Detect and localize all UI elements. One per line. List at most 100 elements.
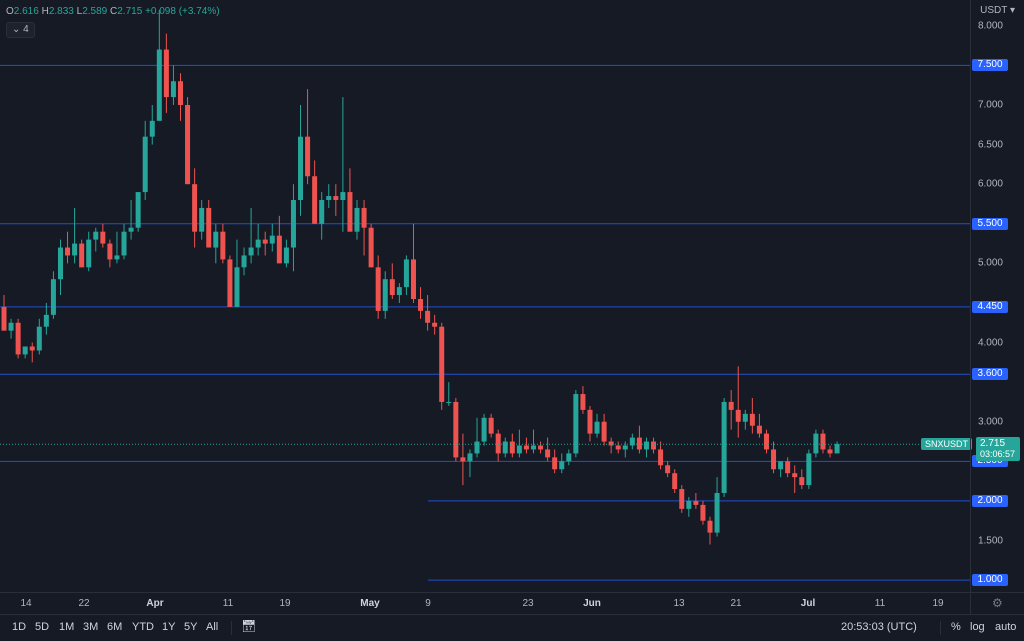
- range-1m[interactable]: 1M: [59, 621, 75, 633]
- candle-body: [495, 433, 501, 454]
- candle: [269, 223, 275, 252]
- candle: [622, 441, 628, 458]
- symbol-tag: SNXUSDT: [921, 438, 973, 451]
- candle-body: [813, 433, 819, 454]
- candle-body: [121, 231, 127, 256]
- price-axis[interactable]: USDT ▾ 8.000 7.000 6.500 6.000 5.000 4.000 3.0…: [970, 0, 1024, 592]
- level-price-badge[interactable]: 4.450: [972, 300, 1008, 313]
- candle-body: [410, 259, 416, 299]
- gear-icon[interactable]: ⚙: [992, 596, 1003, 610]
- candle: [29, 342, 35, 363]
- candle-body: [206, 207, 212, 248]
- price-tick-label: 1.500: [977, 535, 1003, 547]
- calendar-icon[interactable]: 📅︎: [241, 619, 257, 633]
- candle-body: [50, 279, 56, 315]
- time-axis[interactable]: 14 22 Apr 11 19 May 9 23 Jun 13 21 Jul 11 19: [0, 592, 970, 615]
- candle-body: [658, 449, 664, 466]
- candle: [248, 207, 254, 264]
- candle: [629, 433, 635, 450]
- candle: [149, 104, 155, 145]
- candle: [114, 231, 120, 264]
- candle: [495, 429, 501, 462]
- candle-body: [8, 322, 14, 331]
- candle: [735, 366, 741, 438]
- currency-selector[interactable]: USDT ▾: [980, 5, 1015, 16]
- indicators-toggle-button[interactable]: ⌄ 4: [6, 22, 35, 38]
- candle: [559, 453, 565, 474]
- candle: [827, 445, 833, 458]
- candle: [255, 223, 261, 256]
- log-toggle[interactable]: log: [970, 621, 985, 633]
- candle-body: [453, 401, 459, 458]
- candle: [163, 33, 169, 113]
- candle: [305, 89, 311, 185]
- candle-body: [735, 409, 741, 422]
- range-6m[interactable]: 6M: [107, 621, 123, 633]
- level-price-badge[interactable]: 2.000: [972, 494, 1008, 507]
- candle-body: [22, 346, 28, 355]
- candle-body: [15, 322, 21, 355]
- candle-body: [72, 243, 78, 256]
- candle: [516, 429, 522, 458]
- range-all[interactable]: All: [206, 621, 219, 633]
- candle-body: [361, 207, 367, 228]
- range-5d[interactable]: 5D: [35, 621, 50, 633]
- candle: [375, 255, 381, 319]
- candle-body: [636, 437, 642, 450]
- candle: [361, 200, 367, 256]
- level-price-badge[interactable]: 1.000: [972, 574, 1008, 587]
- candle: [86, 231, 92, 272]
- candle-body: [651, 441, 657, 450]
- candle-body: [269, 235, 275, 244]
- candle-body: [213, 231, 219, 248]
- candle-body: [340, 192, 346, 201]
- candle-body: [319, 200, 325, 224]
- price-tick-label: 7.000: [977, 99, 1003, 111]
- candle-body: [785, 461, 791, 474]
- candle-body: [721, 401, 727, 494]
- candle-body: [65, 247, 71, 256]
- price-tick-label: 8.000: [977, 20, 1003, 32]
- candle-body: [523, 445, 529, 450]
- level-price-badge[interactable]: 5.500: [972, 217, 1008, 230]
- time-tick-label: Jul: [800, 598, 816, 609]
- candle: [36, 318, 42, 355]
- candle: [813, 429, 819, 458]
- range-1y[interactable]: 1Y: [162, 621, 176, 633]
- candle-body: [608, 441, 614, 446]
- candle-body: [149, 120, 155, 137]
- range-ytd[interactable]: YTD: [132, 621, 154, 633]
- candle: [721, 397, 727, 497]
- candle: [778, 461, 784, 478]
- candle: [756, 413, 762, 438]
- candle-body: [742, 413, 748, 422]
- candle: [502, 437, 508, 458]
- range-3m[interactable]: 3M: [83, 621, 99, 633]
- range-1d[interactable]: 1D: [12, 621, 27, 633]
- indicator-count: 4: [23, 24, 29, 35]
- candle: [8, 318, 14, 339]
- level-price-badge[interactable]: 3.600: [972, 368, 1008, 381]
- time-tick-label: May: [360, 598, 380, 609]
- candle-body: [566, 453, 572, 462]
- level-price-badge[interactable]: 7.500: [972, 59, 1008, 72]
- candle: [368, 223, 374, 268]
- candle: [488, 413, 494, 438]
- percent-toggle[interactable]: %: [951, 621, 961, 633]
- range-5y[interactable]: 5Y: [184, 621, 198, 633]
- auto-toggle[interactable]: auto: [995, 621, 1017, 633]
- candle: [319, 192, 325, 240]
- candle-body: [552, 457, 558, 470]
- candle-body: [156, 49, 162, 121]
- utc-clock[interactable]: 20:53:03 (UTC): [841, 621, 917, 633]
- candle: [446, 382, 452, 406]
- candle-body: [305, 136, 311, 177]
- candle: [128, 200, 134, 240]
- candle-body: [587, 409, 593, 434]
- chart-pane[interactable]: O2.616 H2.833 L2.589 C2.715 +0.098 (+3.7…: [0, 0, 973, 592]
- close-value: 2.715: [117, 6, 143, 17]
- candle: [192, 168, 198, 248]
- candle: [538, 441, 544, 454]
- candle-body: [312, 176, 318, 224]
- candle: [170, 65, 176, 105]
